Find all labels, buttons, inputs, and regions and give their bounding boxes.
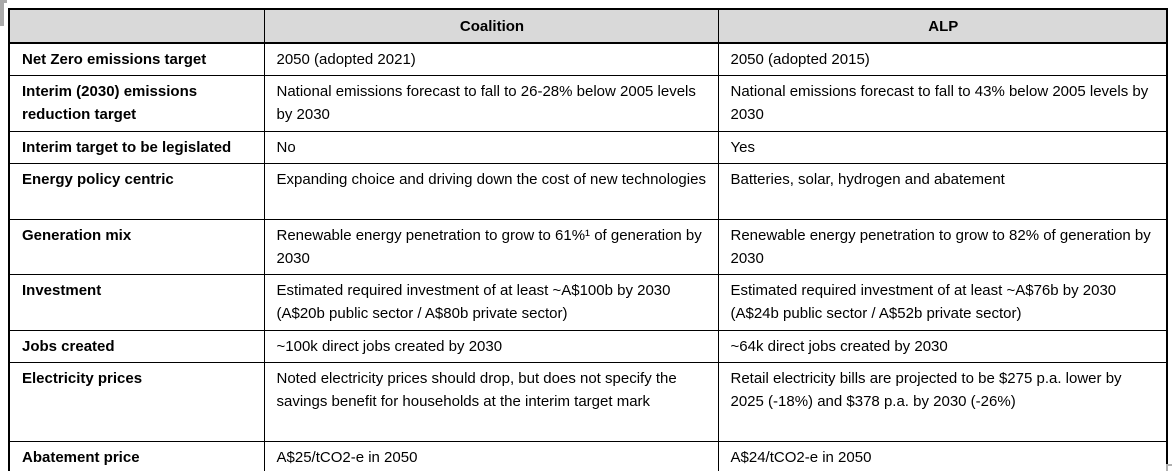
- alp-value-cell: Estimated required investment of at leas…: [717, 274, 1168, 331]
- coalition-value-cell: No: [263, 131, 719, 164]
- row-label-cell: Interim target to be legislated: [8, 131, 265, 164]
- table-row: Energy policy centric Expanding choice an…: [8, 163, 1168, 220]
- row-label-cell: Abatement price: [8, 441, 265, 471]
- table-row: Investment Estimated required investment …: [8, 274, 1168, 331]
- coalition-value-cell: Renewable energy penetration to grow to …: [263, 219, 719, 275]
- alp-value-cell: A$24/tCO2-e in 2050: [717, 441, 1168, 471]
- row-label-cell: Net Zero emissions target: [8, 42, 265, 76]
- coalition-value-cell: Estimated required investment of at leas…: [263, 274, 719, 331]
- row-label-cell: Electricity prices: [8, 362, 265, 442]
- header-cell-alp: ALP: [717, 8, 1168, 44]
- policy-comparison-table: Coalition ALP Net Zero emissions target 2…: [8, 8, 1168, 471]
- row-label-cell: Interim (2030) emissions reduction targe…: [8, 75, 265, 132]
- row-label-cell: Generation mix: [8, 219, 265, 275]
- coalition-value-cell: Expanding choice and driving down the co…: [263, 163, 719, 220]
- row-label-cell: Investment: [8, 274, 265, 331]
- table-move-handle-icon[interactable]: [0, 0, 7, 26]
- alp-value-cell: 2050 (adopted 2015): [717, 42, 1168, 76]
- table-body: Net Zero emissions target 2050 (adopted 2…: [8, 42, 1168, 471]
- table-row: Jobs created ~100k direct jobs created by…: [8, 330, 1168, 363]
- coalition-value-cell: Noted electricity prices should drop, bu…: [263, 362, 719, 442]
- coalition-value-cell: A$25/tCO2-e in 2050: [263, 441, 719, 471]
- alp-value-cell: Yes: [717, 131, 1168, 164]
- coalition-value-cell: National emissions forecast to fall to 2…: [263, 75, 719, 132]
- header-row: Coalition ALP: [8, 8, 1168, 44]
- alp-value-cell: Batteries, solar, hydrogen and abatement: [717, 163, 1168, 220]
- row-label-cell: Energy policy centric: [8, 163, 265, 220]
- table-row: Abatement price A$25/tCO2-e in 2050 A$24/t…: [8, 441, 1168, 471]
- header-cell-coalition: Coalition: [263, 8, 719, 44]
- alp-value-cell: ~64k direct jobs created by 2030: [717, 330, 1168, 363]
- comparison-table-wrap: Coalition ALP Net Zero emissions target 2…: [8, 8, 1168, 471]
- row-label-cell: Jobs created: [8, 330, 265, 363]
- table-row: Generation mix Renewable energy penetrati…: [8, 219, 1168, 275]
- alp-value-cell: Retail electricity bills are projected t…: [717, 362, 1168, 442]
- table-header: Coalition ALP: [8, 8, 1168, 44]
- alp-value-cell: National emissions forecast to fall to 4…: [717, 75, 1168, 132]
- table-row: Interim (2030) emissions reduction targe…: [8, 75, 1168, 132]
- header-cell-empty: [8, 8, 265, 44]
- table-row: Electricity prices Noted electricity pric…: [8, 362, 1168, 442]
- alp-value-cell: Renewable energy penetration to grow to …: [717, 219, 1168, 275]
- coalition-value-cell: ~100k direct jobs created by 2030: [263, 330, 719, 363]
- table-resize-handle-icon[interactable]: [1166, 464, 1172, 471]
- table-row: Interim target to be legislated No Yes: [8, 131, 1168, 164]
- table-row: Net Zero emissions target 2050 (adopted 2…: [8, 42, 1168, 76]
- coalition-value-cell: 2050 (adopted 2021): [263, 42, 719, 76]
